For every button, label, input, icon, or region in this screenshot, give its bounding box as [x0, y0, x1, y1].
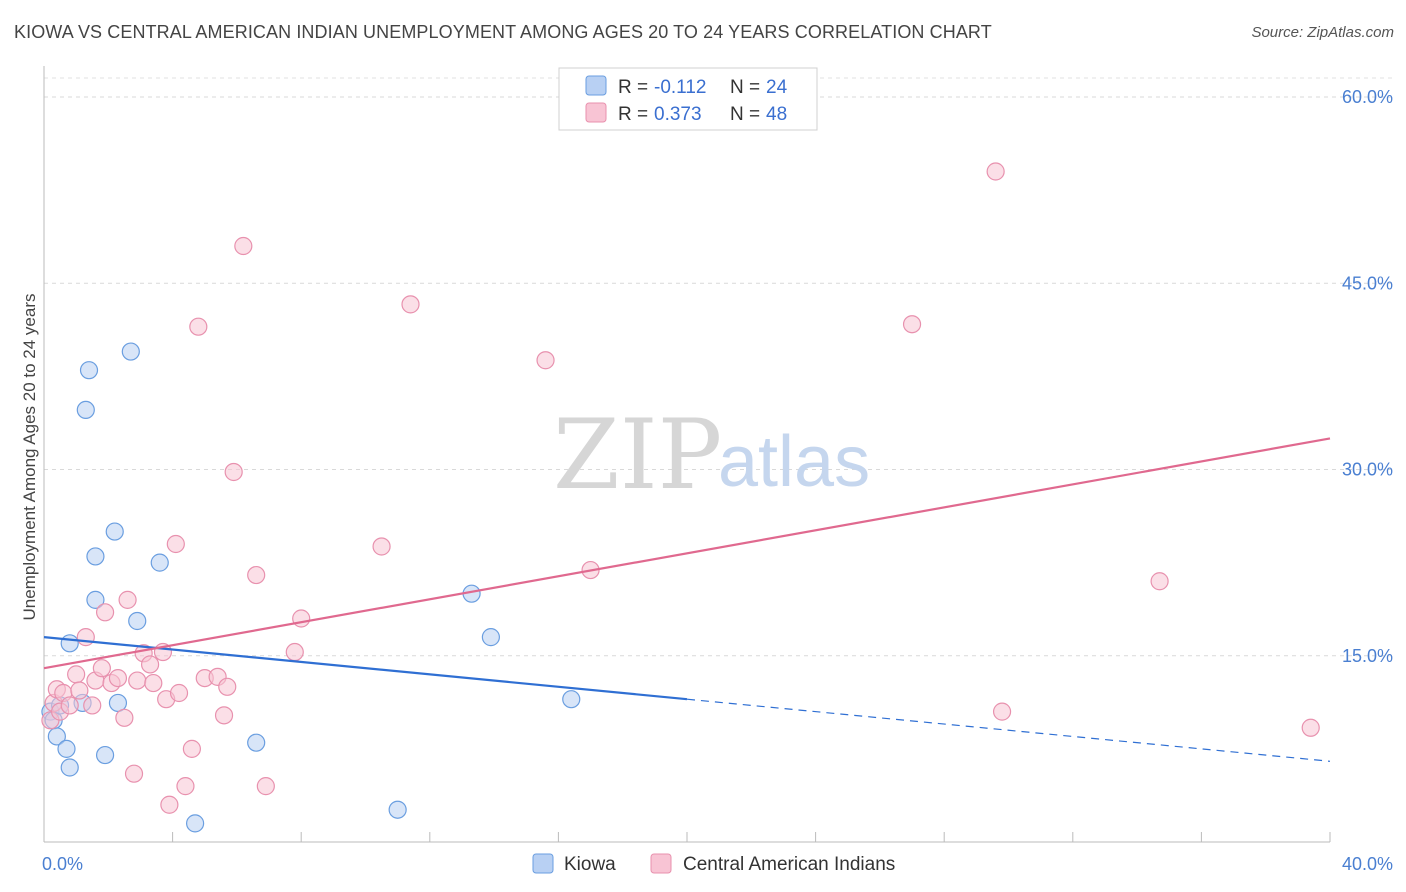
- y-tick-label-0: 15.0%: [1342, 646, 1393, 666]
- legend-swatch-cai: [585, 102, 607, 123]
- kiowa-point-12: [95, 745, 115, 765]
- cai-point-18: [128, 671, 147, 690]
- y-tick-label-3: 60.0%: [1342, 87, 1393, 107]
- kiowa-point-8: [76, 400, 95, 419]
- bottom-legend-label-cai: Central American Indians: [683, 854, 895, 875]
- cai-point-14: [108, 668, 128, 688]
- legend-r-label-cai: R =: [618, 104, 648, 125]
- cai-point-36: [247, 565, 266, 585]
- cai-trend-line: [43, 437, 1331, 670]
- kiowa-point-11: [86, 590, 105, 609]
- chart-source: Source: ZipAtlas.com: [1251, 24, 1394, 41]
- cai-point-6: [67, 665, 86, 684]
- kiowa-point-17: [150, 553, 169, 572]
- data-points: [41, 162, 1320, 833]
- cai-point-35: [234, 236, 253, 256]
- cai-point-42: [536, 351, 555, 370]
- legend-r-label-kiowa: R =: [618, 77, 648, 98]
- x-tick-label-min: 0.0%: [42, 854, 83, 874]
- kiowa-point-16: [128, 611, 147, 631]
- watermark-atlas: atlas: [718, 422, 870, 502]
- y-tick-labels: 15.0% 30.0% 45.0% 60.0%: [1342, 87, 1393, 666]
- trend-lines: [43, 437, 1331, 762]
- kiowa-point-9: [79, 361, 99, 380]
- cai-point-33: [218, 677, 237, 696]
- y-tick-label-1: 30.0%: [1342, 460, 1393, 480]
- cai-point-5: [60, 696, 79, 715]
- legend-r-value-cai: 0.373: [654, 104, 702, 125]
- legend-swatch-kiowa: [585, 75, 607, 96]
- kiowa-point-19: [247, 733, 266, 752]
- grid-lines: [44, 77, 1395, 657]
- kiowa-point-15: [121, 342, 140, 361]
- cai-point-11: [92, 659, 111, 678]
- cai-point-48: [1301, 718, 1320, 737]
- cai-point-16: [118, 590, 137, 609]
- kiowa-point-2: [47, 727, 66, 746]
- correlation-legend: R = -0.112 N = 24 R = 0.373 N = 48: [558, 67, 818, 131]
- legend-r-value-kiowa: -0.112: [654, 77, 706, 98]
- cai-point-47: [1150, 572, 1169, 591]
- cai-point-38: [285, 642, 304, 662]
- chart-title: KIOWA VS CENTRAL AMERICAN INDIAN UNEMPLO…: [14, 22, 992, 42]
- kiowa-point-18: [186, 814, 205, 833]
- cai-point-21: [144, 673, 163, 693]
- cai-point-28: [182, 739, 201, 758]
- legend-n-value-cai: 48: [766, 104, 787, 125]
- cai-point-9: [83, 696, 102, 715]
- cai-point-29: [189, 317, 208, 336]
- cai-point-27: [176, 777, 195, 796]
- x-tick-label-max: 40.0%: [1342, 854, 1393, 874]
- legend-n-label-cai: N =: [730, 104, 760, 125]
- cai-point-8: [76, 628, 95, 647]
- cai-point-25: [166, 534, 185, 554]
- kiowa-trend-line: [43, 636, 688, 701]
- kiowa-point-6: [60, 634, 79, 653]
- bottom-legend-label-kiowa: Kiowa: [564, 854, 616, 875]
- kiowa-trend-extension: [686, 698, 1331, 762]
- cai-point-37: [256, 777, 275, 796]
- series-legend: Kiowa Central American Indians: [532, 853, 895, 875]
- cai-point-40: [372, 537, 391, 556]
- cai-point-15: [115, 708, 134, 727]
- kiowa-point-5: [60, 758, 79, 777]
- cai-point-17: [124, 764, 144, 783]
- watermark-zip: ZIP: [553, 399, 722, 511]
- kiowa-point-4: [57, 739, 76, 758]
- kiowa-point-22: [481, 628, 500, 647]
- legend-n-value-kiowa: 24: [766, 77, 788, 98]
- y-tick-label-2: 45.0%: [1342, 273, 1393, 293]
- bottom-legend-swatch-kiowa: [532, 853, 554, 874]
- cai-point-41: [401, 295, 420, 314]
- cai-point-12: [95, 603, 115, 622]
- cai-point-45: [986, 162, 1005, 181]
- kiowa-point-10: [86, 547, 105, 566]
- cai-point-24: [160, 795, 179, 814]
- x-tick-labels: 0.0% 40.0%: [42, 854, 1393, 874]
- cai-point-46: [992, 702, 1012, 721]
- cai-point-7: [70, 681, 89, 700]
- legend-n-label-kiowa: N =: [730, 77, 760, 98]
- kiowa-point-20: [388, 800, 407, 819]
- watermark: ZIP atlas: [553, 399, 870, 511]
- cai-point-32: [214, 706, 234, 725]
- cai-point-20: [140, 655, 160, 674]
- kiowa-point-23: [562, 690, 581, 709]
- cai-point-26: [169, 683, 189, 703]
- cai-point-34: [224, 462, 243, 482]
- kiowa-point-13: [105, 522, 124, 541]
- cai-point-39: [292, 609, 311, 628]
- bottom-legend-swatch-cai: [650, 853, 672, 874]
- cai-point-44: [902, 315, 922, 334]
- y-axis-label: Unemployment Among Ages 20 to 24 years: [20, 294, 39, 621]
